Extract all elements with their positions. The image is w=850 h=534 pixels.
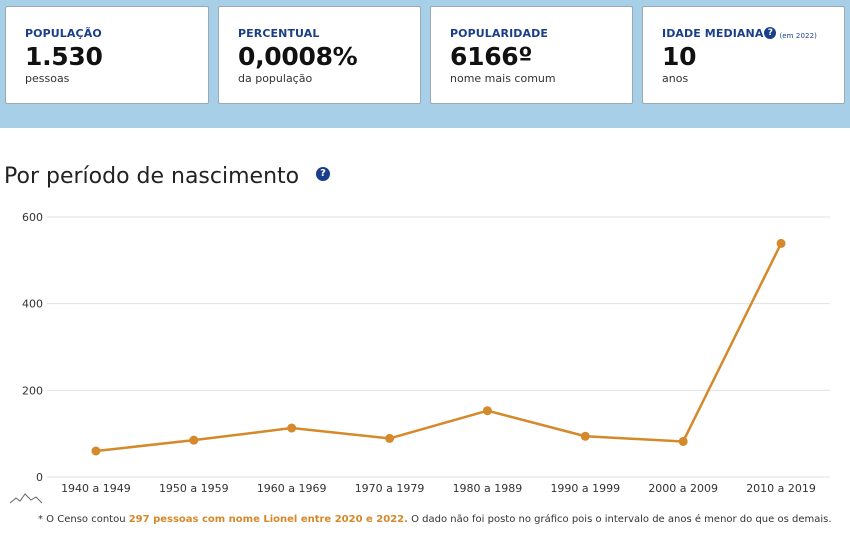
- stat-sub: anos: [662, 72, 689, 85]
- section-title: Por período de nascimento: [4, 164, 300, 189]
- footnote-prefix: * O Censo contou: [38, 514, 129, 525]
- stat-sub: nome mais comum: [450, 72, 556, 85]
- stat-note: (em 2022): [779, 32, 817, 40]
- stat-label: PERCENTUAL: [238, 27, 320, 40]
- stat-sub: pessoas: [25, 72, 70, 85]
- data-point[interactable]: [678, 436, 688, 446]
- stat-label-row: IDADE MEDIANA? (em 2022): [662, 27, 844, 41]
- footnote-highlight: 297 pessoas com nome Lionel entre 2020 e…: [128, 514, 408, 525]
- series-line: [95, 242, 783, 453]
- x-tick-label: 1990 a 1999: [550, 482, 620, 495]
- stat-value: 0,0008%: [238, 42, 358, 71]
- chart-series: [91, 238, 786, 456]
- stat-card-popularidade: POPULARIDADE 6166º nome mais comum: [430, 6, 633, 104]
- y-axis-ticks: 0 200 400 600: [22, 211, 43, 484]
- x-tick-label: 2010 a 2019: [746, 482, 816, 495]
- y-tick-label: 0: [36, 471, 43, 484]
- line-chart: 0 200 400 600 1940 a 1949 1950 a 1959 1960 a …: [9, 211, 830, 504]
- stat-card-percentual: PERCENTUAL 0,0008% da população: [218, 6, 421, 104]
- data-point[interactable]: [776, 238, 786, 248]
- x-tick-label: 1980 a 1989: [453, 482, 523, 495]
- data-point[interactable]: [482, 406, 492, 416]
- stat-value: 1.530: [25, 42, 103, 71]
- chart-grid: [47, 216, 830, 478]
- y-tick-label: 200: [22, 384, 43, 397]
- x-tick-label: 1970 a 1979: [355, 482, 425, 495]
- mountain-line-icon: [9, 493, 43, 504]
- data-point[interactable]: [91, 446, 101, 456]
- stat-value: 10: [662, 42, 697, 71]
- stat-value: 6166º: [450, 42, 533, 71]
- stat-label: POPULARIDADE: [450, 27, 548, 40]
- x-tick-label: 2000 a 2009: [648, 482, 718, 495]
- data-point[interactable]: [580, 431, 590, 441]
- data-point[interactable]: [189, 435, 199, 445]
- help-icon[interactable]: ?: [316, 167, 330, 181]
- stat-card-idade-mediana: IDADE MEDIANA? (em 2022) 10 anos: [642, 6, 845, 104]
- x-tick-label: 1950 a 1959: [159, 482, 229, 495]
- x-tick-label: 1940 a 1949: [61, 482, 131, 495]
- y-tick-label: 600: [22, 211, 43, 224]
- x-axis-ticks: 1940 a 1949 1950 a 1959 1960 a 1969 1970 a …: [61, 482, 816, 495]
- stat-sub: da população: [238, 72, 313, 85]
- footnote-suffix: O dado não foi posto no gráfico pois o i…: [407, 514, 832, 525]
- stat-label: IDADE MEDIANA: [662, 27, 764, 40]
- data-point[interactable]: [287, 423, 297, 433]
- footnote: * O Censo contou 297 pessoas com nome Li…: [38, 514, 832, 525]
- stat-card-populacao: POPULAÇÃO 1.530 pessoas: [5, 6, 209, 104]
- x-tick-label: 1960 a 1969: [257, 482, 327, 495]
- help-icon[interactable]: ?: [764, 27, 777, 39]
- data-point[interactable]: [385, 433, 395, 443]
- stat-label: POPULAÇÃO: [25, 27, 102, 40]
- y-tick-label: 400: [22, 298, 43, 311]
- stats-band: POPULAÇÃO 1.530 pessoas PERCENTUAL 0,000…: [0, 0, 850, 128]
